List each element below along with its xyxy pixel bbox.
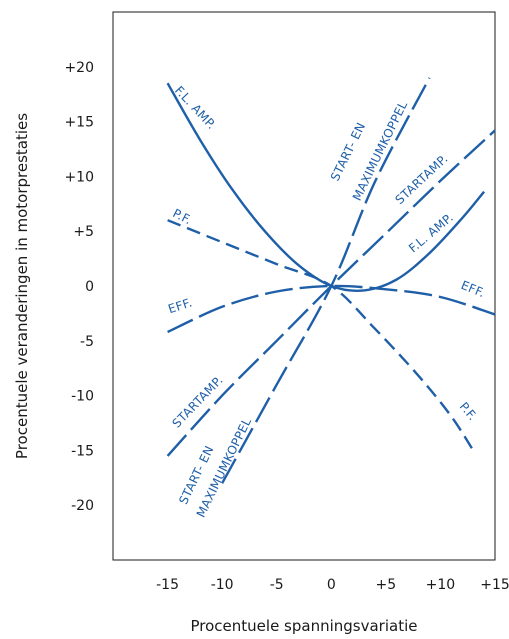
curve-label-eff: EFF. bbox=[166, 295, 194, 316]
y-axis-label: Procentuele veranderingen in motorpresta… bbox=[13, 113, 31, 459]
x-tick-label: 0 bbox=[327, 577, 336, 593]
y-tick-label: +10 bbox=[64, 169, 94, 185]
y-tick-label: +5 bbox=[73, 224, 94, 240]
chart-annotation-group: F.L. AMP.START- ENMAXIMUMKOPPELSTARTAMP.… bbox=[166, 83, 487, 519]
x-axis-label: Procentuele spanningsvariatie bbox=[191, 617, 418, 635]
series-line-p-f bbox=[167, 219, 475, 452]
series-line-eff bbox=[167, 284, 496, 334]
y-tick-label: -20 bbox=[71, 498, 94, 514]
chart-series-group bbox=[166, 77, 496, 484]
x-tick-label: +15 bbox=[480, 577, 509, 593]
x-tick-label: -10 bbox=[211, 577, 234, 593]
y-tick-label: +20 bbox=[64, 60, 94, 76]
x-tick-label: -15 bbox=[156, 577, 179, 593]
curve-label-maximumkoppel: MAXIMUMKOPPEL bbox=[350, 99, 410, 203]
y-tick-label: -10 bbox=[71, 389, 94, 405]
x-tick-label: +5 bbox=[376, 577, 397, 593]
curve-label-eff: EFF. bbox=[459, 278, 487, 300]
x-tick-label: -5 bbox=[270, 577, 284, 593]
y-tick-label-group: +20 +15 +10 +5 0 -5 -10 -15 -20 bbox=[64, 60, 94, 514]
y-tick-label: 0 bbox=[85, 279, 94, 295]
series-line-f-l-amp bbox=[166, 82, 486, 292]
y-tick-label: +15 bbox=[64, 115, 94, 131]
curve-label-p-f: P.F. bbox=[457, 400, 480, 424]
y-tick-label: -5 bbox=[80, 334, 94, 350]
y-tick-label: -15 bbox=[71, 443, 94, 459]
x-tick-label: +10 bbox=[426, 577, 456, 593]
plot-frame bbox=[112, 11, 496, 561]
x-tick-label-group: -15 -10 -5 0 +5 +10 +15 bbox=[156, 577, 509, 593]
curve-label-f-l-amp: F.L. AMP. bbox=[172, 83, 219, 132]
